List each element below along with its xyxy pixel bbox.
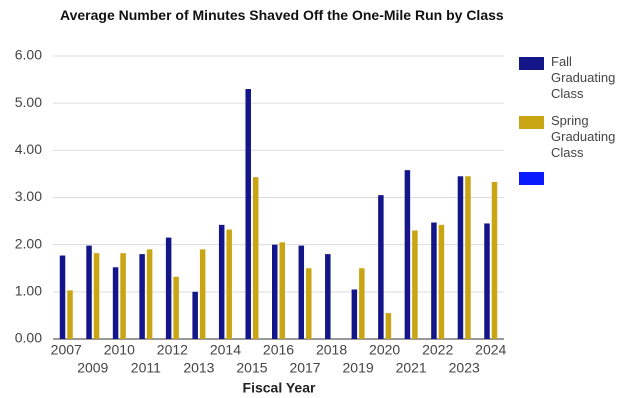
x-tick-label: 2007 [51, 342, 82, 358]
x-axis-label: Fiscal Year [243, 380, 316, 396]
x-tick-label: 2014 [210, 342, 241, 358]
bar [59, 255, 66, 339]
bar [457, 176, 464, 339]
bar [272, 244, 278, 339]
bar [484, 223, 490, 339]
x-tick-label: 2023 [449, 360, 480, 376]
bar [165, 237, 172, 339]
bar [438, 224, 445, 339]
x-tick-label: 2015 [236, 360, 267, 376]
bar [67, 290, 73, 339]
bar [325, 254, 331, 339]
bar [86, 245, 92, 339]
y-tick-label: 2.00 [15, 235, 42, 251]
bar [412, 230, 418, 339]
x-tick-label: 2018 [316, 342, 347, 358]
x-tick-label: 2022 [422, 342, 453, 358]
x-tick-label: 2009 [77, 360, 108, 376]
x-tick-label: 2020 [369, 342, 400, 358]
x-tick-label: 2012 [157, 342, 188, 358]
bar [252, 177, 259, 339]
bar [351, 289, 358, 339]
bar [359, 268, 365, 339]
y-tick-label: 0.00 [15, 330, 42, 346]
y-tick-label: 5.00 [15, 94, 42, 110]
bar [378, 195, 384, 339]
bar [192, 291, 198, 339]
bar [218, 224, 225, 339]
bar [298, 245, 305, 339]
y-tick-label: 3.00 [15, 188, 42, 204]
x-tick-label: 2017 [289, 360, 320, 376]
legend-label: Spring Graduating Class [551, 113, 616, 160]
bar [173, 276, 179, 339]
bar [245, 89, 251, 340]
chart-title: Average Number of Minutes Shaved Off the… [60, 7, 504, 23]
x-tick-label: 2013 [183, 360, 214, 376]
x-tick-label: 2024 [475, 342, 506, 358]
bar [431, 222, 437, 339]
x-tick-label: 2021 [396, 360, 427, 376]
bar [491, 181, 498, 339]
y-tick-label: 1.00 [15, 283, 42, 299]
bar [199, 249, 206, 339]
legend-swatch [519, 116, 544, 129]
bar [226, 229, 232, 339]
y-tick-label: 6.00 [15, 47, 42, 63]
bar [112, 267, 119, 339]
bar [465, 176, 471, 339]
bar [385, 313, 392, 339]
bar [404, 170, 411, 339]
legend-swatch [519, 172, 544, 185]
x-tick-label: 2016 [263, 342, 294, 358]
bar [139, 254, 145, 339]
bar [93, 253, 100, 339]
x-tick-label: 2019 [343, 360, 374, 376]
legend-label: Fall Graduating Class [551, 54, 616, 101]
bar [306, 268, 312, 339]
bar [279, 242, 285, 339]
bar [146, 249, 153, 339]
x-tick-label: 2010 [104, 342, 135, 358]
y-tick-label: 4.00 [15, 141, 42, 157]
bar [120, 253, 126, 339]
legend-swatch [519, 57, 544, 70]
x-tick-label: 2011 [131, 360, 161, 376]
